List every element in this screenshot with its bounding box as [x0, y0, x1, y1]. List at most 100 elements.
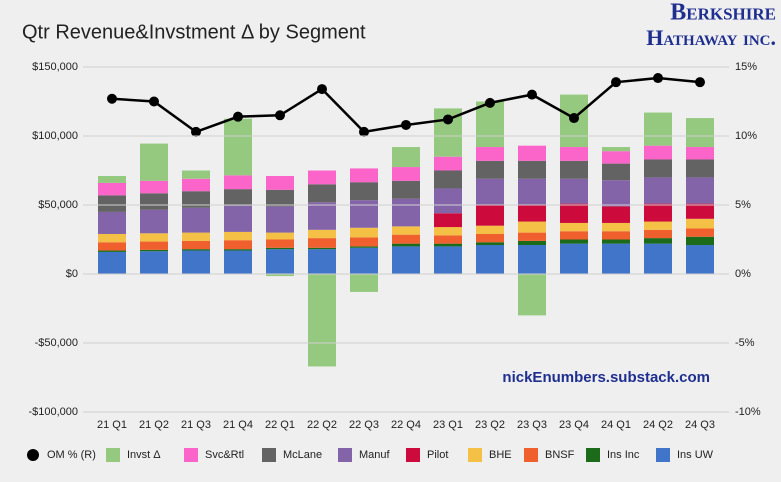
bar-segment: [350, 200, 378, 228]
legend-swatch: [184, 448, 198, 462]
marker: [485, 97, 495, 108]
bar-segment: [518, 205, 546, 222]
y-tick-label: $50,000: [38, 199, 78, 211]
y-tick-label: -$50,000: [35, 337, 78, 349]
bar-segment: [182, 170, 210, 179]
bar-segment: [224, 189, 252, 206]
marker: [149, 96, 159, 107]
x-tick-label: 24 Q1: [601, 419, 631, 431]
legend-label: Ins UW: [677, 449, 714, 461]
bar-segment: [602, 239, 630, 244]
bar-segment: [644, 243, 672, 274]
bar-segment: [308, 274, 336, 367]
x-tick-label: 24 Q2: [643, 419, 673, 431]
bar-segment: [308, 170, 336, 185]
marker: [695, 77, 705, 88]
bar-segment: [518, 178, 546, 205]
bar-segment: [602, 180, 630, 207]
bar-segment: [140, 193, 168, 210]
legend-label: BNSF: [545, 449, 575, 461]
bar-segment: [686, 203, 714, 219]
bar-segment: [518, 232, 546, 241]
marker: [233, 111, 243, 122]
bar-segment: [602, 147, 630, 152]
bar-segment: [644, 238, 672, 244]
x-tick-label: 22 Q3: [349, 419, 379, 431]
bar-segment: [602, 206, 630, 223]
bar-segment: [98, 182, 126, 196]
bar-segment: [98, 242, 126, 251]
bar-segment: [392, 167, 420, 181]
bar-segment: [392, 180, 420, 199]
bar-segment: [182, 232, 210, 241]
marker: [107, 93, 117, 104]
bar-segment: [434, 156, 462, 171]
legend-label: Svc&Rtl: [205, 449, 244, 461]
bar-segment: [140, 180, 168, 194]
bar-segment: [686, 147, 714, 160]
legend-label: McLane: [283, 449, 322, 461]
bar-segment: [308, 247, 336, 250]
bar-segment: [266, 232, 294, 240]
x-tick-label: 22 Q1: [265, 419, 295, 431]
y-tick-label: $0: [66, 268, 78, 280]
bar-segment: [560, 178, 588, 204]
bar-segment: [392, 243, 420, 247]
bar-segment: [350, 168, 378, 183]
bar-segment: [476, 233, 504, 243]
y-tick-label: $150,000: [32, 61, 78, 73]
bar-segment: [518, 160, 546, 179]
bar-segment: [602, 222, 630, 232]
bar-segment: [308, 238, 336, 248]
bar-segment: [308, 249, 336, 274]
bar-segment: [98, 251, 126, 274]
bar-segment: [350, 227, 378, 238]
legend-swatch: [338, 448, 352, 462]
x-tick-label: 22 Q2: [307, 419, 337, 431]
bar-segment: [140, 209, 168, 234]
logo-line: Berkshire: [670, 0, 776, 26]
bar-segment: [476, 205, 504, 226]
bar-segment: [266, 189, 294, 207]
bar-segment: [476, 245, 504, 274]
legend-swatch: [262, 448, 276, 462]
bar-segment: [476, 101, 504, 148]
bar-segment: [686, 218, 714, 229]
bar-segment: [644, 159, 672, 178]
marker: [611, 77, 621, 88]
bar-segment: [560, 222, 588, 232]
legend-label: OM % (R): [47, 449, 96, 461]
bar-segment: [644, 229, 672, 239]
bar-segment: [98, 211, 126, 234]
bar-segment: [182, 191, 210, 208]
y2-tick-label: 0%: [735, 268, 751, 280]
x-tick-label: 22 Q4: [391, 419, 421, 431]
bar-segment: [308, 184, 336, 203]
bar-segment: [182, 178, 210, 192]
bar-segment: [224, 118, 252, 176]
bar-segment: [266, 239, 294, 248]
bar-segment: [686, 118, 714, 148]
bar-segment: [182, 207, 210, 233]
bar-segment: [476, 178, 504, 205]
bar-segment: [644, 221, 672, 230]
bar-segment: [602, 243, 630, 274]
x-tick-label: 21 Q4: [223, 419, 253, 431]
marker: [275, 110, 285, 121]
bar-segment: [686, 228, 714, 237]
bar-segment: [434, 170, 462, 189]
bar-segment: [266, 206, 294, 233]
bar-segment: [266, 247, 294, 250]
bar-segment: [350, 237, 378, 247]
bar-segment: [476, 147, 504, 161]
bar-segment: [182, 250, 210, 274]
bar-segment: [182, 240, 210, 250]
x-tick-label: 21 Q1: [97, 419, 127, 431]
bar-segment: [560, 160, 588, 179]
bar-segment: [140, 233, 168, 242]
bar-segment: [224, 175, 252, 190]
y2-tick-label: 5%: [735, 199, 751, 211]
bar-segment: [266, 249, 294, 274]
bar-segment: [560, 239, 588, 244]
